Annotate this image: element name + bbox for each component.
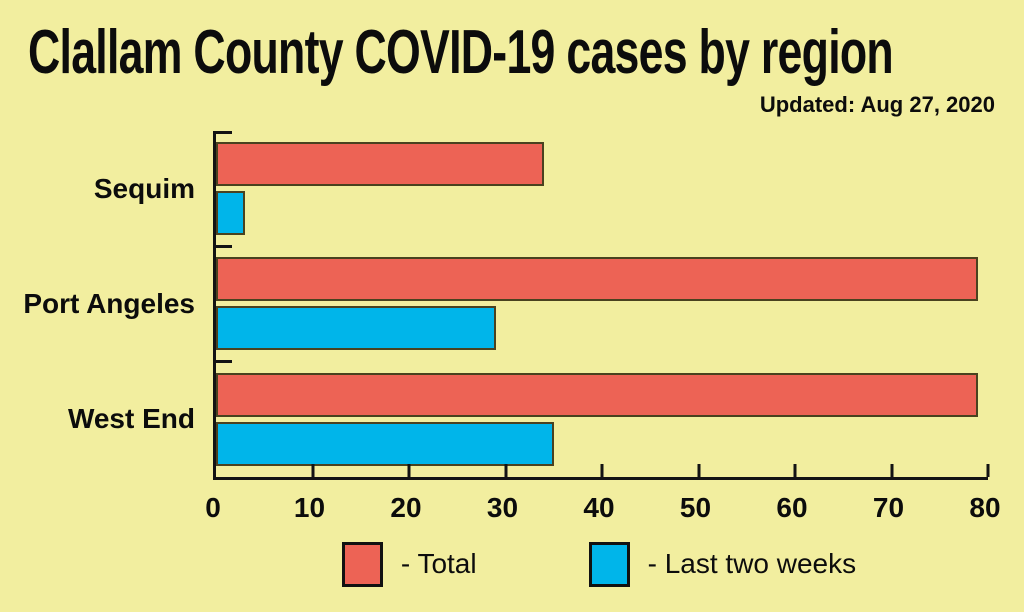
legend-swatch — [341, 541, 383, 587]
x-tick-label-10: 10 — [293, 492, 326, 523]
category-axis-labels: Sequim Port Angeles West End — [0, 131, 195, 477]
bar-group-port-angeles — [216, 246, 988, 361]
legend-entry: - Total — [341, 541, 477, 587]
bar-group-sequim — [216, 131, 988, 246]
bar-total — [216, 142, 545, 187]
category-label-sequim: Sequim — [93, 172, 195, 204]
x-tick-label-40: 40 — [583, 492, 615, 523]
chart-title: Clallam County COVID-19 cases by region — [28, 18, 894, 87]
x-tick-label-70: 70 — [872, 492, 905, 523]
bar-last-two-weeks — [216, 421, 554, 466]
bar-total — [216, 372, 979, 417]
x-axis-tick — [697, 464, 700, 477]
legend-label: - Last two weeks — [647, 548, 857, 579]
x-tick-label-30: 30 — [486, 492, 519, 523]
x-axis-tick — [311, 464, 314, 477]
y-axis-tick — [216, 244, 232, 248]
x-axis-tick — [504, 464, 507, 477]
updated-timestamp: Updated: Aug 27, 2020 — [759, 92, 995, 117]
category-label-west-end: West End — [67, 403, 195, 435]
legend-swatch — [588, 541, 630, 587]
x-tick-label-60: 60 — [776, 492, 808, 523]
x-tick-label-50: 50 — [679, 492, 712, 523]
x-axis-tick — [600, 464, 604, 477]
x-tick-label-20: 20 — [390, 492, 422, 523]
legend: - Total - Last two weeks — [213, 539, 985, 589]
plot-area — [213, 131, 990, 480]
y-axis-tick — [216, 360, 232, 364]
x-tick-label-0: 0 — [205, 492, 221, 523]
legend-entry: - Last two weeks — [588, 541, 857, 587]
category-label-port-angeles: Port Angeles — [23, 287, 195, 319]
y-axis-tick — [216, 131, 232, 134]
bar-total — [216, 257, 979, 302]
value-axis-labels: 0 10 20 30 40 50 60 70 80 — [205, 492, 1000, 526]
x-axis-tick — [407, 464, 411, 477]
x-axis-tick — [890, 464, 893, 477]
bar-last-two-weeks — [216, 306, 496, 351]
bar-group-west-end — [216, 362, 988, 477]
bar-last-two-weeks — [216, 191, 245, 236]
legend-label: - Total — [400, 548, 477, 579]
x-axis-tick — [793, 464, 797, 477]
x-axis-tick — [986, 464, 990, 477]
x-tick-label-80: 80 — [969, 492, 1001, 523]
